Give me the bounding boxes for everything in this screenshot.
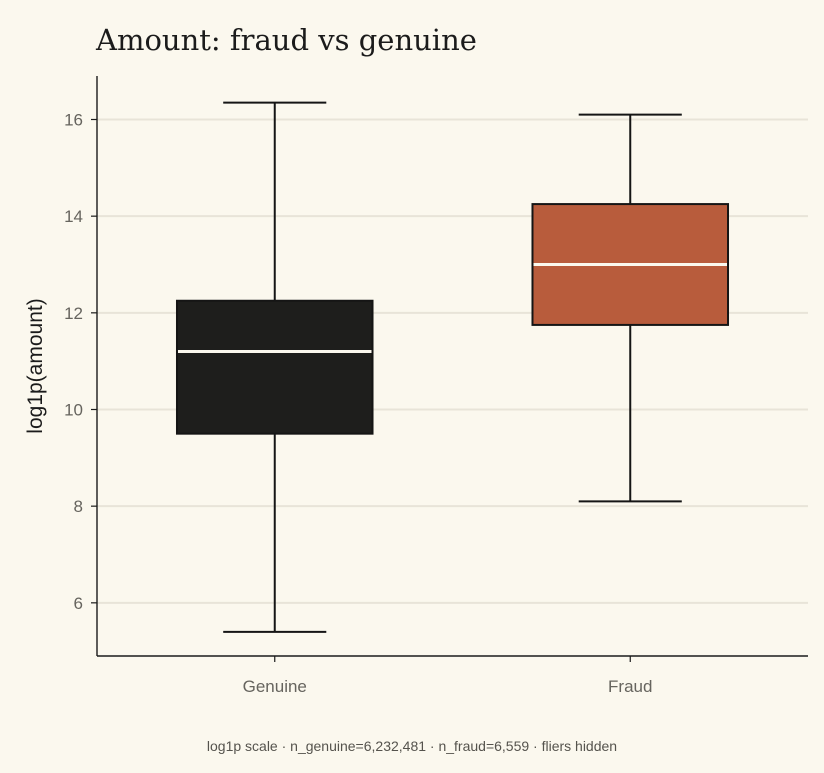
y-tick-label-0: 6 [74, 594, 83, 613]
axes [96, 76, 808, 657]
y-tick-label-4: 14 [64, 207, 83, 226]
x-tick-label-genuine: Genuine [243, 677, 307, 696]
box-body-genuine [175, 299, 374, 435]
box-genuine [175, 101, 374, 633]
y-tick-label-1: 8 [74, 497, 83, 516]
chart-caption: log1p scale · n_genuine=6,232,481 · n_fr… [207, 738, 617, 754]
ticks: 6 8 10 12 14 16 Genuine Fraud [64, 111, 652, 697]
y-tick-label-2: 10 [64, 401, 83, 420]
y-tick-label-5: 16 [64, 111, 83, 130]
x-tick-label-fraud: Fraud [608, 677, 652, 696]
y-tick-label-3: 12 [64, 304, 83, 323]
boxes [175, 101, 730, 633]
chart-title: Amount: fraud vs genuine [95, 23, 477, 57]
box-fraud [531, 113, 730, 503]
y-axis-label: log1p(amount) [24, 298, 47, 433]
